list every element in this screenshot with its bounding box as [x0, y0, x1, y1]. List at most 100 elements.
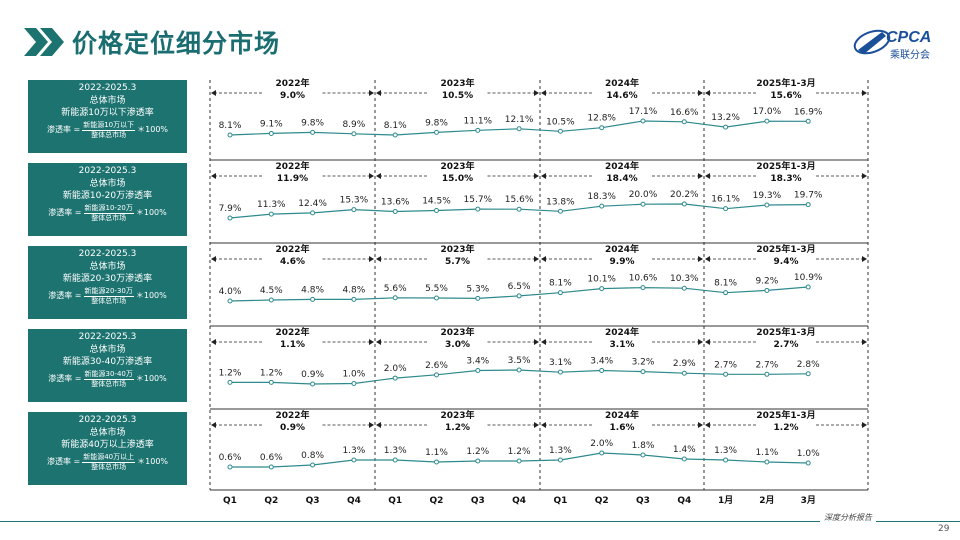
data-point	[764, 202, 770, 208]
data-point	[268, 130, 274, 136]
arrow-head-right	[698, 422, 703, 428]
data-label: 2.6%	[425, 361, 448, 371]
period-year-label: 2022年	[275, 160, 309, 172]
arrow-head-left	[376, 339, 381, 345]
x-tick-label: Q2	[595, 496, 609, 506]
formula-fraction: 新能源10万以下 整体总市场	[82, 120, 136, 140]
period-year-label: 2024年	[605, 326, 639, 338]
data-label: 20.0%	[629, 190, 658, 200]
data-label: 1.3%	[342, 446, 365, 456]
data-point	[434, 207, 439, 213]
data-label: 12.1%	[505, 115, 534, 125]
row-label-market: 总体市场	[89, 344, 126, 355]
period-year-label: 2024年	[605, 409, 639, 421]
data-label: 5.3%	[466, 284, 489, 294]
row-label-metric: 新能源10万以下渗透率	[61, 108, 154, 118]
title-area: 价格定位细分市场	[22, 22, 280, 62]
data-point	[268, 464, 274, 470]
row-label-market: 总体市场	[89, 95, 126, 106]
data-point	[227, 132, 233, 138]
arrow-head-right	[862, 90, 867, 96]
arrow-head-left	[211, 173, 216, 179]
arrow-head-right	[369, 339, 374, 345]
data-point	[434, 459, 439, 465]
data-label: 0.6%	[219, 453, 242, 463]
data-point	[805, 371, 811, 377]
data-point	[516, 367, 522, 373]
row-label-period: 2022-2025.3	[78, 415, 137, 425]
period-value-label: 1.2%	[445, 423, 470, 433]
period-value-label: 18.3%	[770, 174, 801, 184]
chevron-icon	[24, 28, 64, 56]
data-point	[475, 458, 481, 464]
data-label: 1.1%	[425, 448, 448, 458]
formula-denominator: 整体总市场	[91, 213, 127, 222]
data-label: 1.0%	[797, 449, 820, 459]
x-tick-label: 1月	[718, 495, 733, 506]
data-point	[640, 452, 646, 458]
data-label: 15.6%	[505, 195, 534, 205]
data-label: 1.2%	[260, 368, 283, 378]
formula-denominator: 整体总市场	[91, 462, 127, 471]
chart-row-0: 2022年 9.0% 2023年 10.5% 2024年 14.6% 2025年1-3月 15…	[211, 77, 867, 138]
row-label-1: 2022-2025.3 总体市场 新能源10-20万渗透率 渗透率 = 新能源10-20…	[28, 163, 187, 236]
data-point	[681, 201, 687, 207]
data-point	[557, 128, 563, 134]
row-label-metric: 新能源20-30万渗透率	[62, 274, 153, 284]
period-year-label: 2025年1-3月	[756, 160, 815, 172]
arrow-head-left	[211, 339, 216, 345]
period-value-label: 9.9%	[610, 257, 635, 267]
data-point	[764, 371, 770, 377]
data-point	[516, 458, 522, 464]
arrow-head-left	[541, 90, 546, 96]
data-label: 2.9%	[673, 359, 696, 369]
data-label: 9.8%	[301, 118, 324, 128]
data-label: 16.6%	[670, 108, 699, 118]
period-value-label: 3.1%	[610, 340, 635, 350]
period-value-label: 9.0%	[280, 91, 305, 101]
data-label: 18.3%	[587, 192, 616, 202]
data-point	[392, 375, 398, 381]
data-label: 1.2%	[466, 447, 489, 457]
data-point	[557, 369, 563, 375]
formula-numerator: 新能源10万以下	[82, 120, 136, 131]
x-tick-label: Q3	[636, 496, 650, 506]
page-title: 价格定位细分市场	[72, 29, 281, 58]
data-point	[557, 457, 563, 463]
row-label-0: 2022-2025.3 总体市场 新能源10万以下渗透率 渗透率 = 新能源10万以下整…	[28, 80, 187, 153]
data-label: 14.5%	[422, 196, 451, 206]
formula: 渗透率 = 新能源10-20万 整体总市场 ＊100%	[28, 204, 187, 223]
data-point	[681, 456, 687, 462]
formula-numerator: 新能源30-40万	[83, 369, 134, 380]
data-point	[723, 206, 729, 212]
data-label: 5.5%	[425, 284, 448, 294]
data-point	[434, 372, 439, 378]
data-label: 13.6%	[381, 198, 410, 208]
period-year-label: 2024年	[605, 77, 639, 89]
data-point	[805, 202, 811, 208]
data-label: 1.3%	[549, 446, 572, 456]
data-point	[599, 203, 605, 209]
arrow-head-right	[534, 339, 539, 345]
data-label: 1.4%	[673, 445, 696, 455]
chart-row-3: 2022年 1.1% 2023年 3.0% 2024年 3.1% 2025年1-3月 2.7%…	[211, 326, 867, 387]
row-label-metric: 新能源10-20万渗透率	[62, 191, 153, 201]
formula-suffix: ＊100%	[135, 290, 167, 300]
data-label: 15.7%	[464, 195, 493, 205]
period-value-label: 4.6%	[280, 257, 305, 267]
data-point	[599, 286, 605, 292]
data-point	[392, 209, 398, 215]
x-tick-label: 2月	[759, 495, 774, 506]
period-value-label: 1.2%	[774, 423, 799, 433]
period-value-label: 9.4%	[774, 257, 799, 267]
data-point	[310, 129, 316, 135]
data-label: 10.9%	[794, 273, 823, 283]
chart-row-4: 2022年 0.9% 2023年 1.2% 2024年 1.6% 2025年1-3月 1.2%…	[211, 409, 867, 470]
x-tick-label: Q4	[677, 496, 691, 506]
data-label: 10.5%	[546, 117, 575, 127]
x-tick-label: Q2	[264, 496, 278, 506]
data-point	[516, 293, 522, 299]
period-year-label: 2022年	[275, 77, 309, 89]
row-label-4: 2022-2025.3 总体市场 新能源40万以上渗透率 渗透率 = 新能源40万以上整…	[28, 412, 187, 485]
